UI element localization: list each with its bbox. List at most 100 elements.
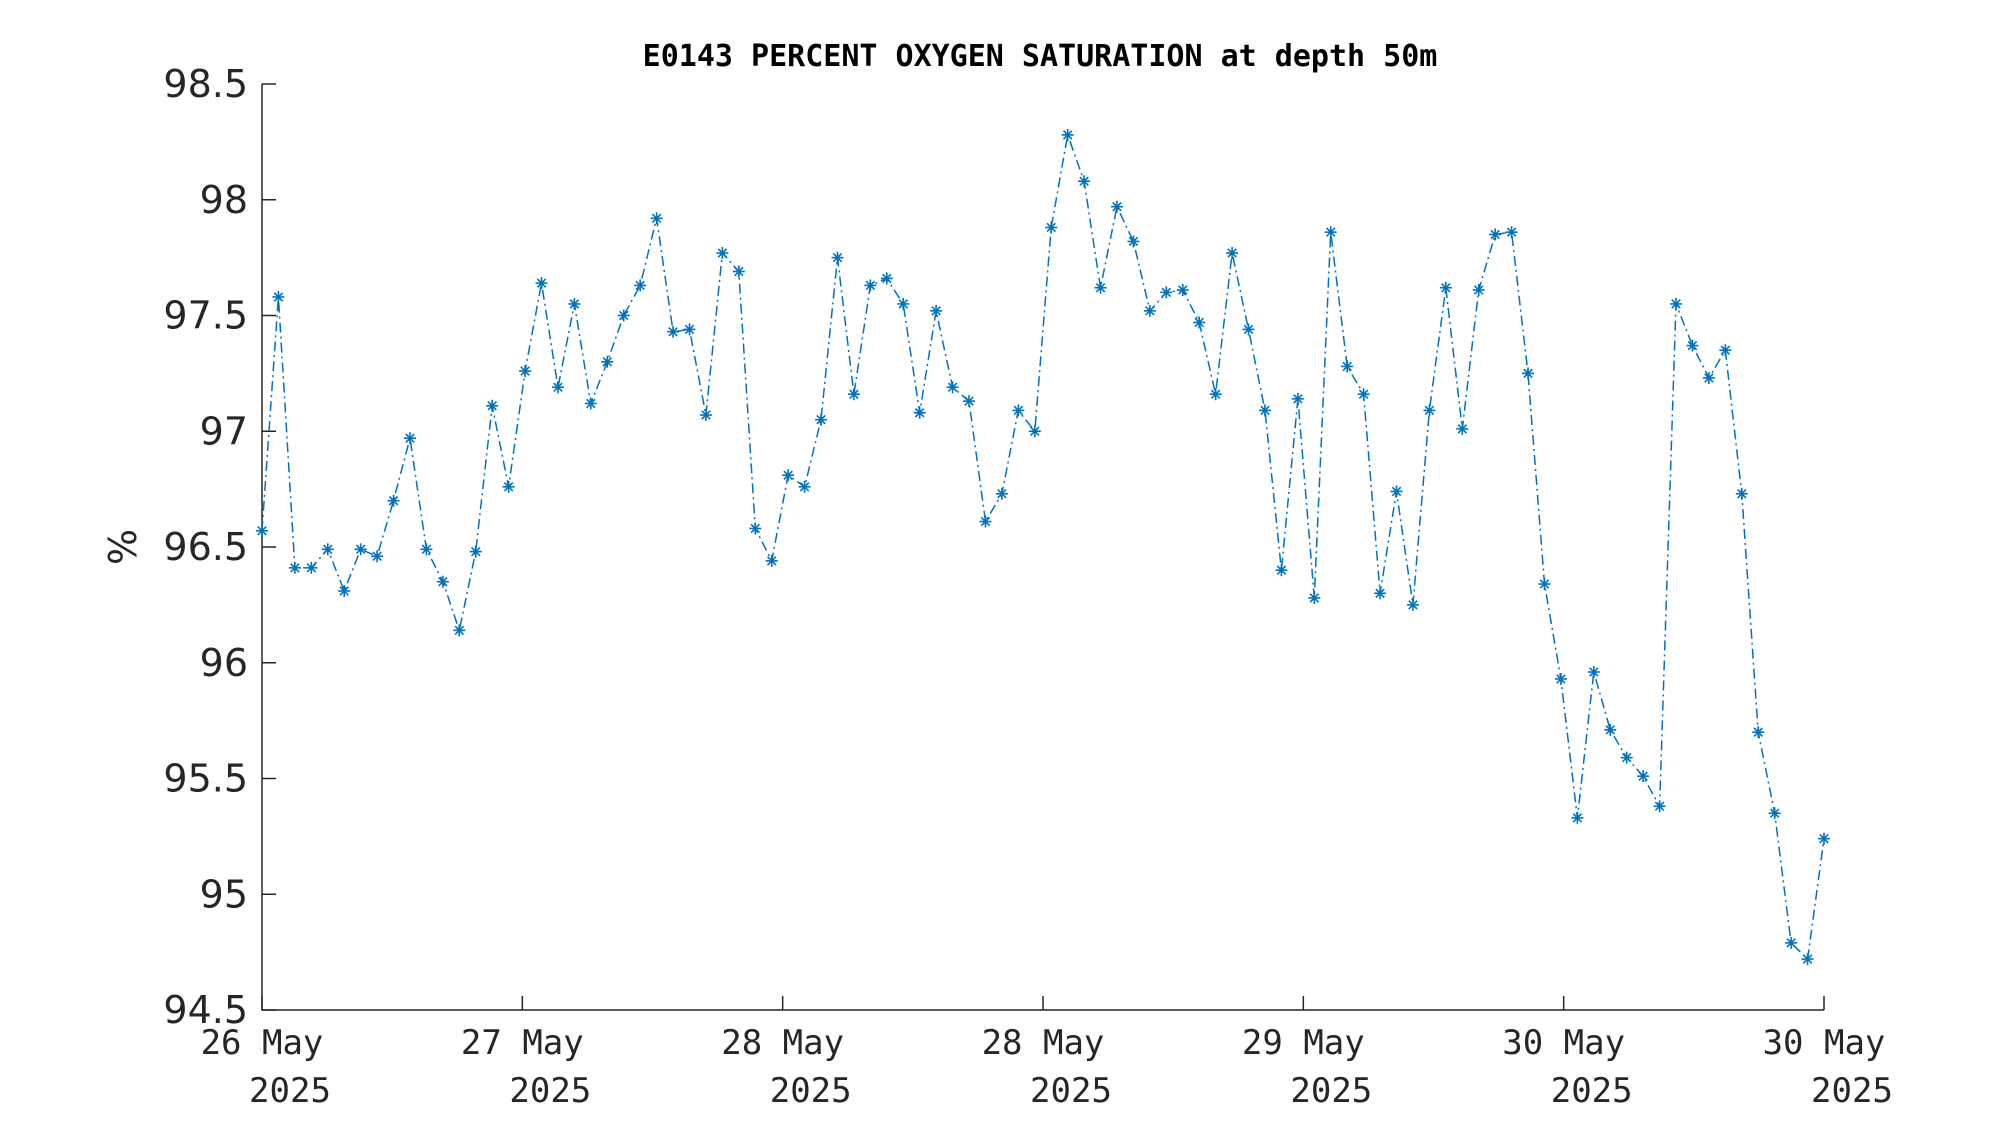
x-tick-label: 27 May [461, 1023, 584, 1063]
data-point [469, 545, 482, 558]
x-tick-year-label: 2025 [249, 1071, 331, 1111]
data-point [831, 251, 844, 264]
data-point [584, 397, 597, 410]
x-tick-label: 30 May [1502, 1023, 1625, 1063]
y-tick-label: 97 [200, 409, 248, 453]
data-point [272, 290, 285, 303]
y-tick-label: 94.5 [163, 988, 248, 1032]
data-point [897, 297, 910, 310]
data-point [1456, 422, 1469, 435]
data-point [535, 277, 548, 290]
x-tick-label: 29 May [1242, 1023, 1365, 1063]
x-tick-year-label: 2025 [1551, 1071, 1633, 1111]
x-tick-year-label: 2025 [509, 1071, 591, 1111]
data-point [568, 297, 581, 310]
data-point [913, 406, 926, 419]
data-point [1028, 425, 1041, 438]
y-tick-label: 95 [200, 872, 248, 916]
data-point [1193, 316, 1206, 329]
data-point [782, 469, 795, 482]
data-point [1801, 953, 1814, 966]
data-point [387, 494, 400, 507]
data-point [601, 355, 614, 368]
data-point [995, 487, 1008, 500]
x-tick-year-label: 2025 [1290, 1071, 1372, 1111]
data-point [420, 543, 433, 556]
data-point [716, 246, 729, 259]
data-point [1160, 286, 1173, 299]
data-point [979, 515, 992, 528]
axes [261, 84, 1824, 1011]
y-tick-label: 95.5 [163, 757, 248, 801]
data-point [1472, 284, 1485, 297]
data-point [288, 561, 301, 574]
data-point [798, 480, 811, 493]
data-point [1505, 226, 1518, 239]
data-point [1110, 200, 1123, 213]
data-point [453, 624, 466, 637]
y-tick-label: 96 [200, 641, 248, 685]
data-point [1275, 564, 1288, 577]
data-point [699, 409, 712, 422]
data-point [1620, 751, 1633, 764]
data-point [1571, 811, 1584, 824]
data-point [1489, 228, 1502, 241]
data-point [1045, 221, 1058, 234]
data-point [486, 399, 499, 412]
data-point [1637, 770, 1650, 783]
x-tick-label: 30 May [1763, 1023, 1886, 1063]
data-point [1818, 832, 1830, 845]
x-axis-ticks: 26 May 2025 27 May 2025 28 May 2025 28 May 2025… [201, 996, 1893, 1111]
data-point [963, 395, 976, 408]
data-point [502, 480, 515, 493]
data-point [667, 325, 680, 338]
data-point [1653, 800, 1666, 813]
data-point [930, 304, 943, 317]
x-tick-label: 26 May [201, 1023, 324, 1063]
data-point [617, 309, 630, 322]
x-tick-year-label: 2025 [1030, 1071, 1112, 1111]
data-point [1735, 487, 1748, 500]
x-tick-year-label: 2025 [1811, 1071, 1893, 1111]
data-point [1390, 485, 1403, 498]
data-point [1686, 339, 1699, 352]
data-point [1127, 235, 1140, 248]
chart-title: E0143 PERCENT OXYGEN SATURATION at depth… [643, 39, 1438, 74]
series-markers [256, 128, 1830, 966]
data-point [256, 524, 268, 537]
data-point [1538, 578, 1551, 591]
data-point [847, 388, 860, 401]
data-point [815, 413, 828, 426]
data-point [1176, 284, 1189, 297]
data-point [1094, 281, 1107, 294]
data-point [1374, 587, 1387, 600]
y-tick-label: 96.5 [163, 525, 248, 569]
data-point [1604, 723, 1617, 736]
data-point [1308, 591, 1321, 604]
data-point [1423, 404, 1436, 417]
x-tick-label: 28 May [721, 1023, 844, 1063]
data-point [765, 554, 778, 567]
data-point [1719, 344, 1732, 357]
y-tick-label: 97.5 [163, 294, 248, 338]
data-point [1670, 297, 1683, 310]
data-point [551, 381, 564, 394]
data-point [1785, 936, 1798, 949]
y-tick-label: 98.5 [163, 62, 248, 106]
data-point [305, 561, 318, 574]
data-point [1522, 367, 1535, 380]
data-point [650, 212, 663, 225]
y-axis-label: % [101, 529, 145, 565]
x-tick-label: 28 May [982, 1023, 1105, 1063]
data-point [1291, 392, 1304, 405]
data-point [1357, 388, 1370, 401]
data-point [321, 543, 334, 556]
data-point [1439, 281, 1452, 294]
data-point [1012, 404, 1025, 417]
y-axis-ticks: 98.5 98 97.5 97 96.5 96 95.5 95 94.5 [163, 62, 276, 1032]
y-tick-label: 98 [200, 178, 248, 222]
data-point [1587, 666, 1600, 679]
series-line [261, 131, 1825, 961]
data-point [732, 265, 745, 278]
